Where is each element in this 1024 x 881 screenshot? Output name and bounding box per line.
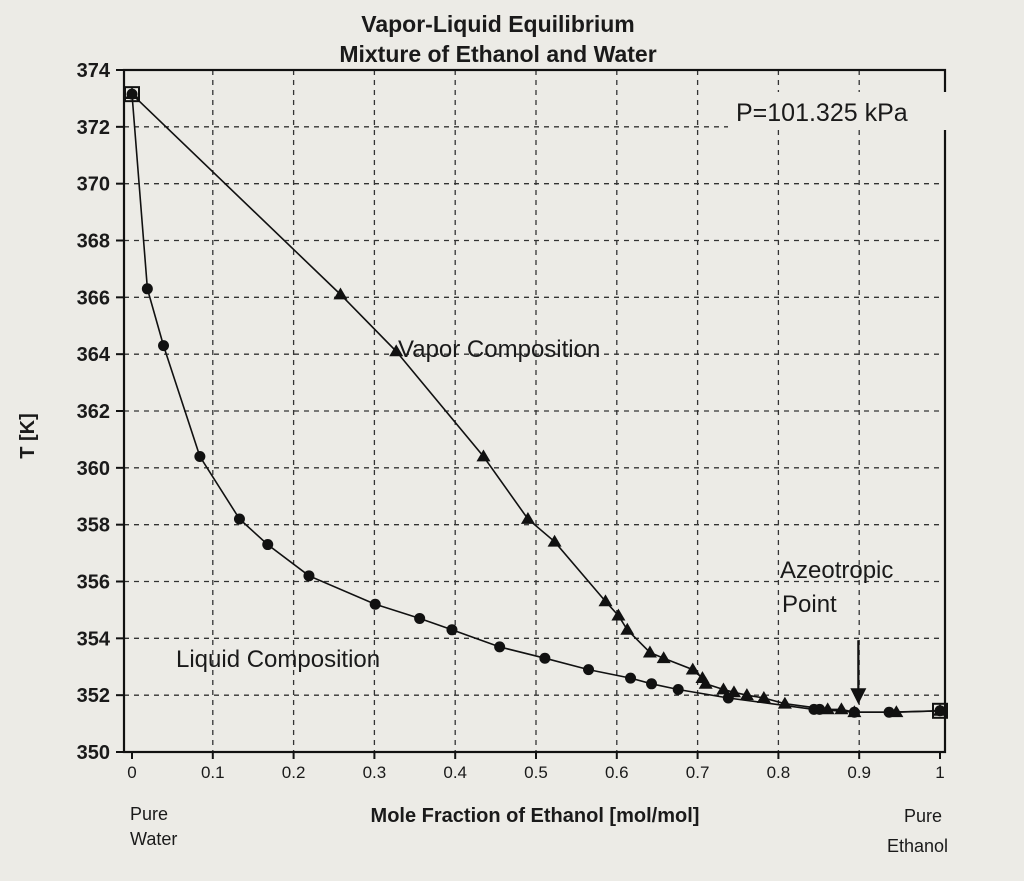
vapor-composition-point: [685, 662, 700, 675]
vapor-composition-point: [656, 651, 671, 664]
y-tick-label: 362: [77, 401, 110, 423]
liquid-composition-point: [494, 641, 506, 653]
y-tick-label: 358: [77, 515, 110, 537]
azeotrope-arrow-head: [850, 688, 867, 705]
y-tick-label: 368: [77, 231, 110, 253]
liquid-composition-point: [446, 624, 458, 636]
chart-title: Vapor-Liquid Equilibrium: [361, 11, 634, 37]
liquid-composition-point: [233, 513, 245, 525]
x-tick-label: 0.2: [282, 763, 306, 782]
x-tick-label: 1: [935, 763, 944, 782]
vapor-composition-point: [820, 702, 835, 715]
chart-subtitle: Mixture of Ethanol and Water: [339, 41, 656, 67]
liquid-annotation: Liquid Composition: [176, 646, 380, 673]
azeotrope-arrow: [850, 640, 867, 705]
liquid-composition-point: [646, 678, 658, 690]
x-tick-label: 0.6: [605, 763, 629, 782]
pure-component-point: [124, 86, 140, 103]
y-tick-label: 370: [77, 174, 110, 196]
y-axis-label: T [K]: [17, 413, 39, 459]
vapor-composition-point: [520, 511, 535, 524]
vapor-composition-point: [698, 676, 713, 689]
liquid-composition-point: [262, 539, 274, 551]
vapor-composition-point: [889, 705, 904, 718]
x-tick-label: 0.5: [524, 763, 548, 782]
liquid-composition-point: [539, 652, 551, 664]
vapor-composition-point: [620, 622, 635, 635]
liquid-composition-point: [414, 612, 426, 624]
liquid-composition-point: [583, 664, 595, 676]
vapor-composition-point: [333, 287, 348, 300]
y-ticks: 350 352 354 356 358 360 362 364 366 368 370 372 374: [77, 60, 124, 764]
y-tick-label: 374: [77, 60, 111, 82]
liquid-composition-point: [141, 283, 153, 295]
x-tick-label: 0.1: [201, 763, 225, 782]
x-tick-label: 0.3: [363, 763, 387, 782]
vapor-annotation: Vapor Composition: [398, 336, 600, 363]
grid: [124, 70, 945, 752]
vapor-composition-point: [739, 688, 754, 701]
azeotrope-annotation-line1: Azeotropic: [780, 557, 893, 584]
y-tick-label: 366: [77, 287, 110, 309]
vapor-composition-point: [834, 702, 849, 715]
x-end-label-left-line1: Pure: [130, 804, 168, 824]
x-tick-label: 0.4: [443, 763, 467, 782]
vapor-composition-point: [611, 608, 626, 621]
vapor-composition-point: [547, 534, 562, 547]
y-tick-label: 360: [77, 458, 110, 480]
y-tick-label: 356: [77, 572, 110, 594]
liquid-composition-point: [369, 598, 381, 610]
series-layer: [124, 86, 948, 719]
vapor-composition-point: [125, 87, 139, 100]
pure-component-point: [932, 702, 948, 719]
x-end-label-right-line1: Pure: [904, 806, 942, 826]
vapor-composition-point: [777, 696, 792, 709]
x-end-label-left-line2: Water: [130, 829, 177, 849]
liquid-composition-point: [194, 450, 206, 462]
vapor-composition-point: [933, 703, 947, 716]
azeotrope-annotation-line2: Point: [782, 591, 837, 618]
liquid-composition-point: [625, 672, 637, 684]
x-end-label-right-line2: Ethanol: [887, 836, 948, 856]
x-ticks: 0 0.1 0.2 0.3 0.4 0.5 0.6 0.7 0.8 0.9 1: [127, 752, 945, 782]
y-tick-label: 372: [77, 117, 110, 139]
x-axis-label: Mole Fraction of Ethanol [mol/mol]: [371, 805, 700, 827]
liquid-composition-point: [672, 683, 684, 695]
x-tick-label: 0.8: [767, 763, 791, 782]
vapor-composition-point: [847, 705, 862, 718]
x-tick-label: 0.7: [686, 763, 710, 782]
x-tick-label: 0.9: [847, 763, 871, 782]
pressure-box: [728, 92, 960, 130]
y-tick-label: 364: [77, 344, 111, 366]
vapor-composition-point: [726, 685, 741, 698]
vapor-composition-point: [756, 691, 771, 703]
y-tick-label: 354: [77, 628, 111, 650]
vapor-composition-point: [598, 594, 613, 607]
liquid-composition-point: [303, 570, 315, 582]
liquid-composition-point: [158, 340, 170, 352]
vapor-composition-point: [716, 682, 731, 695]
y-tick-label: 352: [77, 685, 110, 707]
vapor-composition-point: [476, 449, 491, 462]
pressure-label: P=101.325 kPa: [736, 99, 908, 127]
vapor-composition-point: [642, 645, 657, 658]
y-tick-label: 350: [77, 742, 110, 764]
x-tick-label: 0: [127, 763, 136, 782]
vapor-composition-point: [389, 344, 404, 357]
